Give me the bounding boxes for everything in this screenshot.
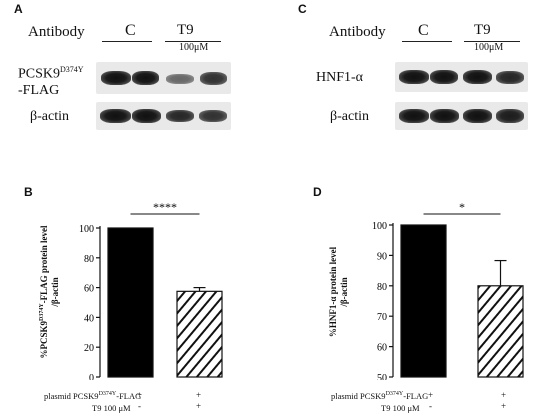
panel-b-legend-row2: T9 100 μM (92, 403, 131, 413)
panel-b-legend-row1-start: plasmid PCSK9 (44, 391, 99, 401)
panel-a-target-band (132, 71, 159, 85)
panel-b-legend-row1-tail: -FLAG (116, 391, 142, 401)
panel-b-chart: 0 20 40 60 80 100 **** (79, 200, 223, 380)
panel-c-group-c: C (418, 22, 429, 39)
panel-d-row2-mark-1: - (429, 401, 432, 411)
panel-d-legend-row1-sup: D374Y (385, 391, 404, 398)
panel-d-y-tick-label: 90 (377, 251, 387, 262)
panel-a-target-blot (96, 62, 231, 94)
panel-c-loading-band (496, 109, 524, 123)
panel-a-antibody-label: Antibody (28, 24, 85, 40)
panel-b-bar-2 (176, 290, 223, 378)
panel-b-row1-mark-2: + (196, 390, 202, 400)
panel-c-group-c-underline (402, 41, 452, 42)
panel-c-target-band (399, 70, 429, 84)
panel-c-letter: C (298, 2, 307, 16)
panel-d-y-tick-label: 70 (377, 312, 387, 323)
panel-a-loading-blot (96, 102, 231, 130)
panel-a-loading-band (199, 110, 227, 122)
panel-a-letter: A (14, 2, 23, 16)
panel-d-ylabel-line1: %HNF1-α protein level (328, 246, 338, 338)
panel-b-legend-row1-sup: D374Y (98, 391, 117, 398)
panel-a-group-t9-underline (165, 41, 221, 42)
panel-b-row1-mark-1: + (137, 390, 143, 400)
panel-c-group-t9-underline (464, 41, 520, 42)
panel-a-target-tag: -FLAG (18, 82, 60, 98)
panel-a-dose-label: 100μM (179, 42, 209, 53)
panel-b-row2-mark-2: + (196, 401, 202, 411)
panel-b-significance-label: **** (153, 200, 177, 214)
panel-a-target-label: PCSK9D374Y -FLAG (18, 62, 84, 99)
panel-a-target-mutation: D374Y (60, 65, 84, 74)
panel-b-ylabel-rest: -FLAG protein level (39, 225, 49, 304)
panel-b-y-tick-label: 40 (84, 313, 94, 324)
panel-b-ylabel-sup: D374Y (39, 303, 45, 321)
panel-b-y-tick-label: 100 (79, 224, 94, 235)
panel-c-target-band (463, 70, 492, 84)
panel-d-y-tick-label: 100 (372, 221, 387, 232)
panel-d-row1-mark-2: + (501, 390, 507, 400)
panel-a-target-band (166, 74, 194, 84)
panel-b-y-tick-label: 80 (84, 254, 94, 265)
panel-c-group-t9: T9 (474, 22, 491, 38)
panel-d-ylabel-line2: /β-actin (339, 277, 349, 307)
panel-d-legend-row1-start: plasmid PCSK9 (331, 391, 386, 401)
panel-c-loading-label: β-actin (330, 109, 369, 124)
panel-d-y-tick-label: 50 (377, 373, 387, 380)
panel-a-loading-band (100, 109, 131, 123)
panel-c-loading-band (399, 109, 429, 123)
panel-c-antibody-label: Antibody (329, 24, 386, 40)
panel-a-target-band (200, 72, 227, 85)
panel-d-y-tick-label: 60 (377, 343, 387, 354)
panel-c-target-blot (395, 62, 528, 92)
panel-d-significance-label: * (459, 200, 465, 214)
panel-d-legend-row1-tail: -FLAG (403, 391, 429, 401)
panel-b-ylabel-line2: /β-actin (50, 277, 60, 307)
panel-a-loading-label: β-actin (30, 109, 69, 124)
panel-c-target-band (496, 71, 524, 84)
panel-d-row2-mark-2: + (501, 401, 507, 411)
panel-d-letter: D (313, 185, 322, 199)
panel-c-loading-band (463, 109, 492, 123)
panel-a-loading-band (132, 109, 161, 123)
panel-b-y-tick-label: 20 (84, 343, 94, 354)
panel-a-group-c: C (125, 22, 136, 39)
panel-d-bar-1 (400, 224, 447, 378)
panel-a-group-c-underline (102, 41, 152, 42)
panel-d-row1-mark-1: + (428, 390, 434, 400)
panel-b-row2-mark-1: - (138, 401, 141, 411)
panel-a-loading-band (166, 110, 194, 122)
panel-b-letter: B (24, 185, 33, 199)
panel-b-y-tick-label: 60 (84, 284, 94, 295)
panel-a-target-band (101, 71, 131, 85)
panel-a-group-t9: T9 (177, 22, 194, 38)
panel-b-legend-row1: plasmid PCSK9D374Y-FLAG (44, 391, 141, 401)
panel-c-dose-label: 100μM (474, 42, 504, 53)
panel-c-target-label: HNF1-α (316, 70, 364, 85)
panel-d-legend-row2: T9 100 μM (381, 403, 420, 413)
panel-b-ylabel: %PCSK9D374Y-FLAG protein level /β-actin (38, 222, 60, 362)
panel-d-legend-row1: plasmid PCSK9D374Y-FLAG (331, 391, 428, 401)
panel-d-chart: 50 60 70 80 90 100 * (372, 200, 524, 380)
panel-c-loading-band (430, 109, 459, 123)
panel-d-ylabel: %HNF1-α protein level /β-actin (328, 222, 350, 362)
panel-a-target-name: PCSK9 (18, 66, 61, 82)
panel-c-target-band (430, 70, 458, 84)
panel-d-bar-2 (477, 285, 524, 378)
panel-c-loading-blot (395, 102, 528, 130)
panel-d-y-tick-label: 80 (377, 282, 387, 293)
panel-b-ylabel-start: %PCSK9 (39, 320, 49, 359)
panel-b-y-tick-label: 0 (89, 373, 94, 380)
panel-b-bar-1 (107, 227, 154, 378)
